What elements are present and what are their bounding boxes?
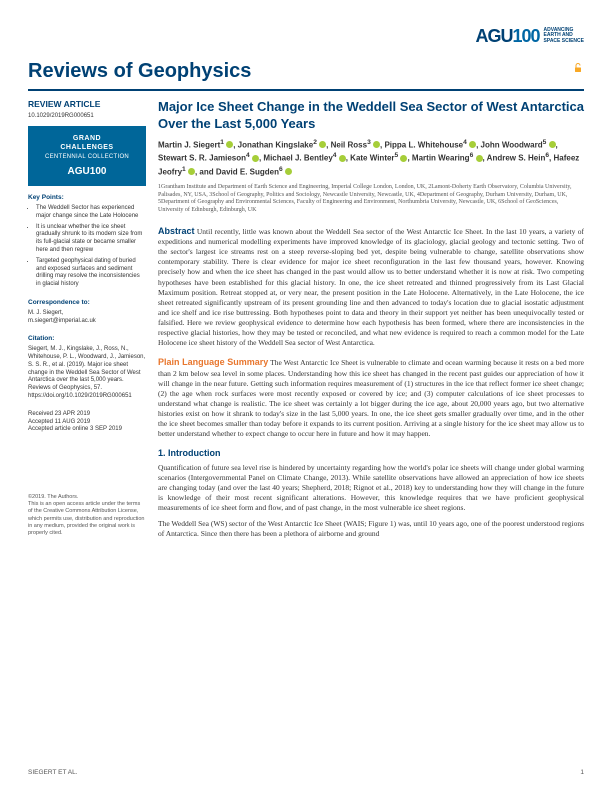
orcid-icon — [319, 141, 326, 148]
journal-title: Reviews of Geophysics — [28, 58, 584, 85]
abstract-head: Abstract — [158, 226, 195, 236]
affiliations: 1Grantham Institute and Department of Ea… — [158, 184, 584, 215]
sidebar: REVIEW ARTICLE 10.1029/2019RG000651 GRAN… — [28, 99, 146, 545]
article-title: Major Ice Sheet Change in the Weddell Se… — [158, 99, 584, 132]
copyright-block: ©2019. The Authors. This is an open acce… — [28, 494, 146, 537]
citation-head: Citation: — [28, 335, 146, 344]
content-columns: REVIEW ARTICLE 10.1029/2019RG000651 GRAN… — [28, 99, 584, 545]
abstract-text: Until recently, little was known about t… — [158, 227, 584, 347]
orcid-icon — [476, 155, 483, 162]
orcid-icon — [188, 168, 195, 175]
page-footer: SIEGERT ET AL. 1 — [28, 769, 584, 778]
header-rule — [28, 89, 584, 91]
plain-summary-head: Plain Language Summary — [158, 357, 268, 367]
orcid-icon — [252, 155, 259, 162]
orcid-icon — [469, 141, 476, 148]
orcid-icon — [400, 155, 407, 162]
orcid-icon — [373, 141, 380, 148]
page-number: 1 — [580, 769, 584, 778]
agu-tagline: ADVANCING EARTH AND SPACE SCIENCE — [544, 28, 584, 45]
agu-mark: AGU100 — [475, 24, 539, 48]
dates-block: Received 23 APR 2019 Accepted 11 AUG 201… — [28, 411, 146, 434]
orcid-icon — [549, 141, 556, 148]
collection-badge: GRAND CHALLENGES CENTENNIAL COLLECTION A… — [28, 126, 146, 186]
orcid-icon — [226, 141, 233, 148]
main-column: Major Ice Sheet Change in the Weddell Se… — [158, 99, 584, 545]
correspondence-block: M. J. Siegert, m.siegert@imperial.ac.uk — [28, 310, 146, 326]
keypoint-item: The Weddell Sector has experienced major… — [36, 205, 146, 221]
abstract-block: Abstract Until recently, little was know… — [158, 225, 584, 349]
orcid-icon — [285, 168, 292, 175]
intro-head: 1. Introduction — [158, 447, 584, 459]
page-header: AGU100 ADVANCING EARTH AND SPACE SCIENCE — [28, 24, 584, 48]
correspondence-head: Correspondence to: — [28, 299, 146, 308]
plain-summary-text: The West Antarctic Ice Sheet is vulnerab… — [158, 358, 584, 438]
keypoints-head: Key Points: — [28, 194, 146, 203]
open-access-lock-icon — [572, 62, 584, 74]
intro-p1: Quantification of future sea level rise … — [158, 463, 584, 514]
footer-authors: SIEGERT ET AL. — [28, 769, 78, 778]
keypoint-item: Targeted geophysical dating of buried an… — [36, 258, 146, 289]
intro-p2: The Weddell Sea (WS) sector of the West … — [158, 519, 584, 539]
keypoint-item: It is unclear whether the ice sheet grad… — [36, 224, 146, 255]
orcid-icon — [339, 155, 346, 162]
plain-summary-block: Plain Language Summary The West Antarcti… — [158, 356, 584, 439]
article-type: REVIEW ARTICLE — [28, 99, 146, 110]
citation-block: Siegert, M. J., Kingslake, J., Ross, N.,… — [28, 346, 146, 401]
authors-list: Martin J. Siegert1 , Jonathan Kingslake2… — [158, 138, 584, 179]
doi: 10.1029/2019RG000651 — [28, 112, 146, 120]
keypoints-block: The Weddell Sector has experienced major… — [28, 205, 146, 289]
agu-logo: AGU100 ADVANCING EARTH AND SPACE SCIENCE — [475, 24, 584, 48]
